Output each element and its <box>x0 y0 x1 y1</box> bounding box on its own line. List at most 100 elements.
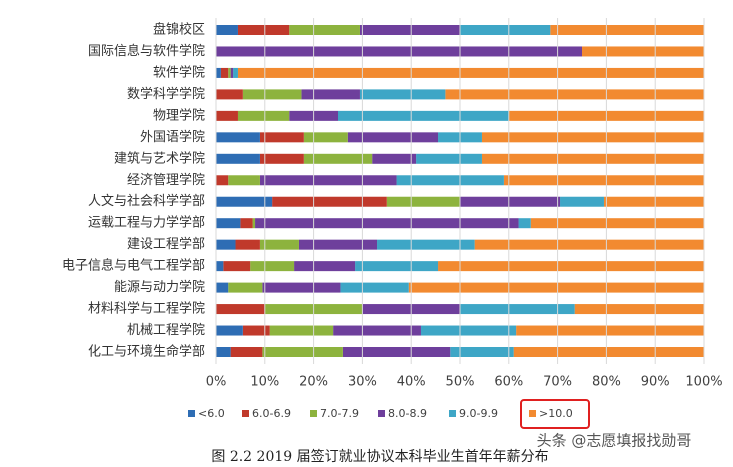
bar-segment <box>216 325 243 336</box>
y-tick-label: 数学科学学院 <box>127 86 205 102</box>
bar-segment <box>289 25 360 35</box>
y-tick-label: 电子信息与电气工程学部 <box>62 258 205 274</box>
bar-segment <box>416 153 482 164</box>
legend-label: 7.0-7.9 <box>320 407 359 420</box>
bar-segment <box>223 261 251 272</box>
bar-segment <box>438 261 704 272</box>
bar-segment <box>503 175 704 186</box>
bar-segment <box>216 25 238 35</box>
y-tick-label: 人文与社会科学学部 <box>88 193 205 209</box>
bar-segment <box>237 67 704 78</box>
y-tick-label: 材料科学与工程学院 <box>88 301 205 317</box>
bar-segment <box>582 46 704 57</box>
x-tick-label: 100% <box>685 375 722 390</box>
x-tick-label: 50% <box>446 375 475 390</box>
bar-segment <box>220 67 229 78</box>
legend-swatch <box>188 410 195 417</box>
bar-segment <box>259 153 304 164</box>
watermark: 头条 @志愿填报找勋哥 <box>537 432 692 450</box>
legend-swatch <box>310 410 317 417</box>
bar-segment <box>338 110 509 121</box>
bar-segment <box>216 347 231 357</box>
bar-segment <box>255 218 519 229</box>
bar-segment <box>303 132 348 143</box>
bar-segment <box>481 153 704 164</box>
bar-segment <box>347 132 439 143</box>
bar-segment <box>396 175 504 186</box>
bar-segment <box>216 46 582 57</box>
bar-segment <box>377 239 475 250</box>
highlight-box <box>520 399 590 429</box>
bar-segment <box>359 25 460 35</box>
y-tick-label: 建筑与艺术学院 <box>114 150 205 166</box>
bar-segment <box>216 110 238 121</box>
y-tick-label: 经济管理学院 <box>127 172 205 188</box>
y-tick-label: 化工与环境生命学部 <box>88 344 205 360</box>
bar-segment <box>518 218 531 229</box>
bar-segment <box>242 325 270 336</box>
bar-segment <box>228 175 260 186</box>
bar-segment <box>298 239 378 250</box>
bar-segment <box>303 153 373 164</box>
bar-segment <box>269 325 334 336</box>
legend-swatch <box>242 410 249 417</box>
bar-segment <box>530 218 704 229</box>
legend-label: <6.0 <box>198 407 225 420</box>
bar-segment <box>216 196 273 207</box>
y-tick-label: 软件学院 <box>153 64 205 80</box>
bar-segment <box>242 89 302 100</box>
legend-swatch <box>378 410 385 417</box>
bar-segment <box>216 132 260 143</box>
legend-label: 8.0-8.9 <box>388 407 427 420</box>
bar-segment <box>216 89 243 100</box>
bar-segment <box>460 25 551 35</box>
x-tick-label: 40% <box>397 375 426 390</box>
y-tick-label: 物理学院 <box>153 107 205 123</box>
bar-segment <box>272 196 387 207</box>
bar-segment <box>408 282 704 293</box>
bar-segment <box>240 218 253 229</box>
bar-segment <box>216 218 241 229</box>
bar-segment <box>230 347 263 357</box>
bar-segment <box>228 67 231 78</box>
bar-segment <box>301 89 360 100</box>
bar-segment <box>230 67 234 78</box>
bar-segment <box>216 261 224 272</box>
bar-segment <box>359 89 446 100</box>
bar-segment <box>516 325 704 336</box>
bar-segment <box>474 239 704 250</box>
bar-segment <box>560 196 604 207</box>
y-tick-label: 运载工程与力学学部 <box>88 215 205 231</box>
bar-segment <box>250 261 295 272</box>
x-tick-label: 70% <box>543 375 572 390</box>
x-tick-label: 60% <box>494 375 523 390</box>
y-tick-label: 国际信息与软件学院 <box>88 43 205 59</box>
bar-segment <box>550 25 704 35</box>
y-tick-label: 盘锦校区 <box>153 22 205 38</box>
y-tick-label: 机械工程学院 <box>127 322 205 338</box>
bar-segment <box>294 261 356 272</box>
bar-segment <box>235 239 260 250</box>
x-tick-label: 30% <box>348 375 377 390</box>
bar-segment <box>574 304 704 315</box>
bar-segment <box>216 239 236 250</box>
bar-segment <box>216 67 221 78</box>
bar-segment <box>259 175 397 186</box>
bar-segment <box>252 218 256 229</box>
bar-segment <box>342 347 451 357</box>
bar-segment <box>340 282 409 293</box>
bar-segment <box>237 110 290 121</box>
legend-label: 6.0-6.9 <box>252 407 291 420</box>
bar-segment <box>333 325 421 336</box>
bar-segment <box>237 25 290 35</box>
legend-label: >10.0 <box>539 407 573 420</box>
bar-segment <box>460 304 575 315</box>
x-tick-label: 20% <box>299 375 328 390</box>
x-tick-label: 0% <box>206 375 227 390</box>
bar-segment <box>603 196 704 207</box>
bar-segment <box>450 347 514 357</box>
x-tick-label: 90% <box>641 375 670 390</box>
bar-segment <box>513 347 704 357</box>
legend-label: 9.0-9.9 <box>459 407 498 420</box>
